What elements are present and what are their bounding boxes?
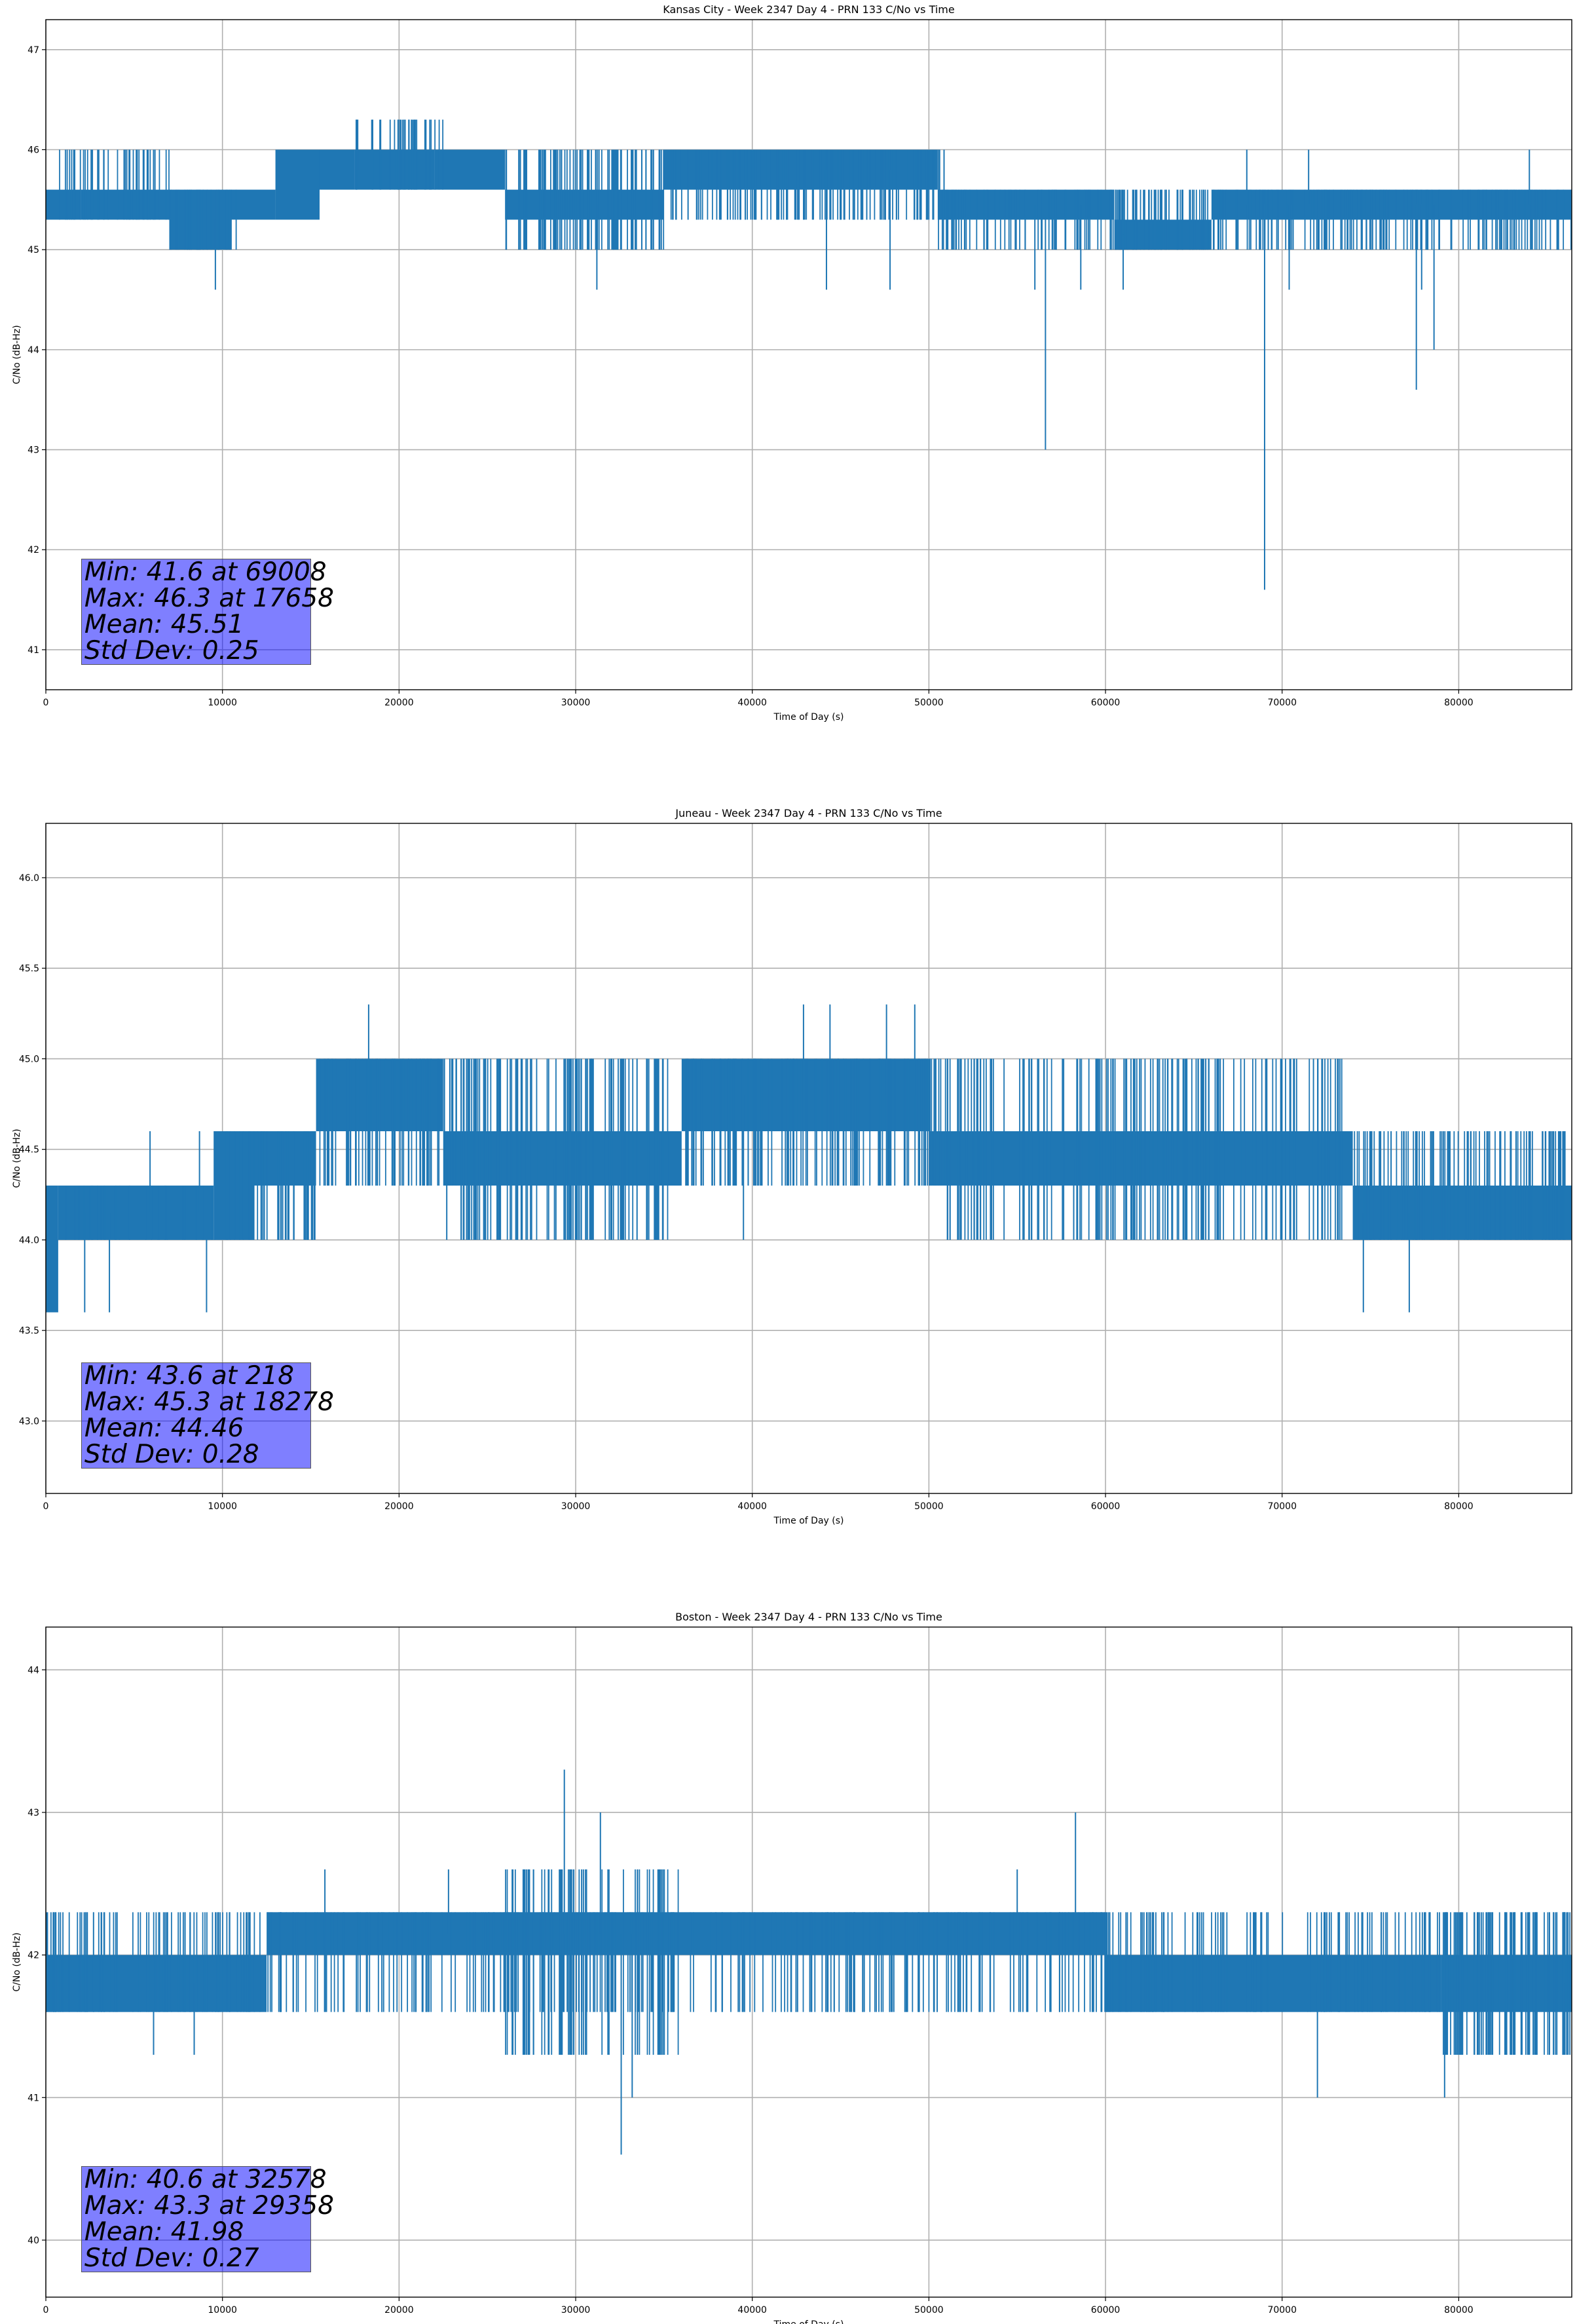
y-tick-label: 45.5 bbox=[19, 964, 39, 974]
data-band bbox=[505, 189, 664, 220]
data-series bbox=[46, 119, 1572, 590]
x-tick-label: 30000 bbox=[561, 2305, 591, 2315]
y-tick-label: 42 bbox=[28, 1951, 39, 1961]
x-tick-label: 80000 bbox=[1444, 1501, 1474, 1512]
x-tick-label: 40000 bbox=[737, 698, 767, 708]
data-band bbox=[231, 189, 276, 220]
x-tick-label: 70000 bbox=[1267, 2305, 1297, 2315]
data-band bbox=[1352, 1185, 1572, 1240]
data-band bbox=[1114, 219, 1212, 250]
y-tick-label: 44 bbox=[28, 1665, 39, 1676]
x-tick-label: 80000 bbox=[1444, 698, 1474, 708]
data-band bbox=[443, 1131, 682, 1186]
x-tick-label: 0 bbox=[43, 1501, 49, 1512]
chart-title: Juneau - Week 2347 Day 4 - PRN 133 C/No … bbox=[675, 807, 942, 819]
stats-box: Min: 43.6 at 218 Max: 45.3 at 18278 Mean: … bbox=[81, 1361, 334, 1469]
x-axis-label: Time of Day (s) bbox=[773, 712, 844, 722]
y-tick-label: 43.5 bbox=[19, 1326, 39, 1336]
axes-frame bbox=[45, 823, 1572, 1494]
stats-std: Std Dev: 0.28 bbox=[84, 1440, 259, 1469]
data-band bbox=[434, 149, 506, 190]
y-tick-label: 46.0 bbox=[19, 873, 39, 884]
y-tick-label: 45.0 bbox=[19, 1054, 39, 1064]
y-tick-label: 42 bbox=[28, 545, 39, 555]
y-tick-label: 44 bbox=[28, 345, 39, 356]
axes-frame bbox=[45, 1626, 1572, 2298]
stats-max: Max: 45.3 at 18278 bbox=[84, 1387, 334, 1417]
stats-min: Min: 40.6 at 32578 bbox=[84, 2165, 327, 2194]
x-tick-label: 0 bbox=[43, 698, 49, 708]
stats-mean: Mean: 41.98 bbox=[84, 2217, 244, 2247]
x-tick-label: 20000 bbox=[384, 2305, 414, 2315]
y-tick-label: 44.5 bbox=[19, 1145, 39, 1155]
stats-min: Min: 43.6 at 218 bbox=[84, 1361, 294, 1391]
data-band bbox=[681, 1059, 929, 1132]
y-tick-label: 46 bbox=[28, 145, 39, 155]
x-tick-label: 80000 bbox=[1444, 2305, 1474, 2315]
chart-title: Kansas City - Week 2347 Day 4 - PRN 133 … bbox=[663, 3, 954, 16]
y-tick-label: 43 bbox=[28, 445, 39, 456]
x-tick-label: 30000 bbox=[561, 1501, 591, 1512]
x-tick-label: 40000 bbox=[737, 2305, 767, 2315]
y-axis-label: C/No (dB-Hz) bbox=[12, 325, 22, 384]
axes-frame bbox=[45, 19, 1572, 690]
x-axis-label: Time of Day (s) bbox=[773, 2319, 844, 2324]
y-tick-label: 44.0 bbox=[19, 1235, 39, 1246]
data-band bbox=[275, 149, 320, 220]
y-tick-label: 43.0 bbox=[19, 1416, 39, 1427]
x-tick-label: 50000 bbox=[914, 698, 944, 708]
y-tick-label: 45 bbox=[28, 245, 39, 255]
y-tick-label: 47 bbox=[28, 45, 39, 56]
stats-std: Std Dev: 0.27 bbox=[84, 2243, 259, 2273]
data-band bbox=[319, 149, 355, 190]
x-tick-label: 20000 bbox=[384, 1501, 414, 1512]
y-tick-label: 41 bbox=[28, 645, 39, 656]
x-tick-label: 10000 bbox=[208, 2305, 237, 2315]
x-tick-label: 10000 bbox=[208, 698, 237, 708]
data-series bbox=[46, 1004, 1572, 1313]
x-tick-label: 60000 bbox=[1091, 2305, 1121, 2315]
x-tick-label: 70000 bbox=[1267, 1501, 1297, 1512]
y-tick-label: 41 bbox=[28, 2093, 39, 2103]
x-tick-label: 60000 bbox=[1091, 1501, 1121, 1512]
data-band bbox=[46, 1185, 58, 1313]
y-axis-label: C/No (dB-Hz) bbox=[12, 1932, 22, 1991]
stats-max: Max: 46.3 at 17658 bbox=[84, 584, 334, 613]
x-tick-label: 70000 bbox=[1267, 698, 1297, 708]
chart-panel-3: Boston - Week 2347 Day 4 - PRN 133 C/No … bbox=[12, 1611, 1572, 2324]
stats-box: Min: 40.6 at 32578 Max: 43.3 at 29358 Mean… bbox=[81, 2165, 334, 2273]
y-axis-label: C/No (dB-Hz) bbox=[12, 1129, 22, 1188]
x-tick-label: 30000 bbox=[561, 698, 591, 708]
x-tick-label: 40000 bbox=[737, 1501, 767, 1512]
data-series bbox=[46, 1769, 1572, 2155]
x-tick-label: 10000 bbox=[208, 1501, 237, 1512]
chart-panel-1: Kansas City - Week 2347 Day 4 - PRN 133 … bbox=[12, 3, 1572, 722]
x-axis-label: Time of Day (s) bbox=[773, 1516, 844, 1526]
stats-std: Std Dev: 0.25 bbox=[84, 636, 259, 665]
x-tick-label: 50000 bbox=[914, 1501, 944, 1512]
stats-min: Min: 41.6 at 69008 bbox=[84, 557, 327, 587]
stats-max: Max: 43.3 at 29358 bbox=[84, 2191, 334, 2221]
x-tick-label: 50000 bbox=[914, 2305, 944, 2315]
chart-title: Boston - Week 2347 Day 4 - PRN 133 C/No … bbox=[675, 1611, 942, 1623]
y-tick-label: 40 bbox=[28, 2236, 39, 2246]
data-band bbox=[58, 1185, 214, 1240]
y-tick-label: 43 bbox=[28, 1808, 39, 1818]
x-tick-label: 20000 bbox=[384, 698, 414, 708]
x-tick-label: 0 bbox=[43, 2305, 49, 2315]
stats-mean: Mean: 45.51 bbox=[84, 610, 244, 639]
stats-mean: Mean: 44.46 bbox=[84, 1414, 244, 1443]
stats-box: Min: 41.6 at 69008 Max: 46.3 at 17658 Mean… bbox=[81, 557, 334, 665]
data-band bbox=[46, 189, 81, 220]
x-tick-label: 60000 bbox=[1091, 698, 1121, 708]
